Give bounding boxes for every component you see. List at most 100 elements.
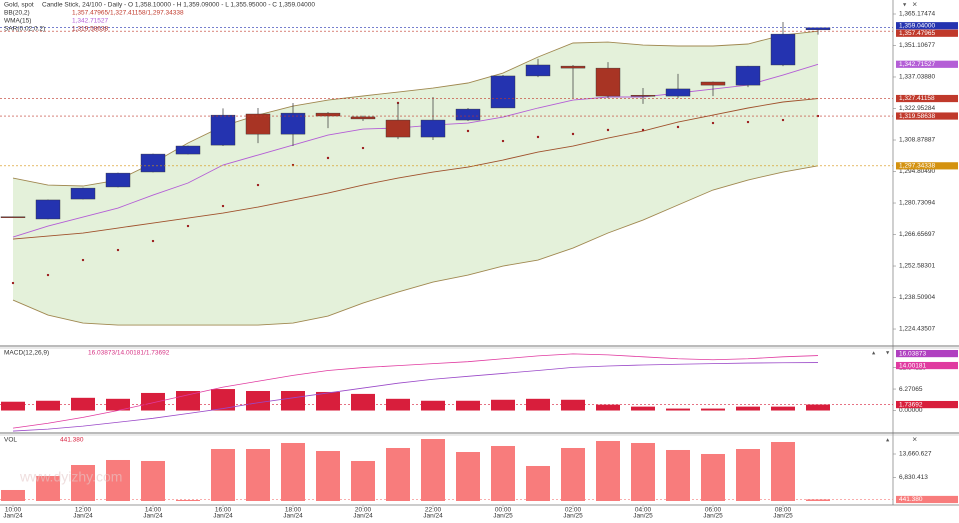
volume-bar xyxy=(456,451,480,501)
sar-dot xyxy=(186,224,190,228)
sar-dot xyxy=(641,128,645,132)
x-tick-label: 06:00 xyxy=(705,507,722,514)
value-box xyxy=(896,29,958,37)
candle-body xyxy=(105,172,131,188)
panel-control[interactable]: ▴ xyxy=(886,437,890,444)
x-tick-label: 04:00 xyxy=(635,507,652,514)
band-line xyxy=(12,98,819,240)
sar-dot xyxy=(536,135,540,139)
volume-bar xyxy=(1,489,25,501)
value-label: 1.73692 xyxy=(899,401,923,408)
candle-body xyxy=(35,199,61,220)
sar-dot xyxy=(326,156,330,160)
volume-bar xyxy=(736,448,760,501)
volume-bar xyxy=(106,459,130,501)
sar-dot xyxy=(151,239,155,243)
macd-bar xyxy=(666,408,690,411)
value-label: 1,359.04000 xyxy=(899,22,936,29)
value-label: 1,327.41158 xyxy=(899,95,935,102)
y-tick-label: 13,660.627 xyxy=(899,451,932,458)
x-tick-date: Jan/25 xyxy=(563,513,583,518)
band-line xyxy=(12,165,819,326)
macd-bar xyxy=(421,400,445,411)
volume-bar xyxy=(176,499,200,501)
volume-bar xyxy=(631,442,655,501)
x-tick-label: 10:00 xyxy=(5,507,22,514)
sar-dot xyxy=(81,258,85,262)
plot-area xyxy=(0,22,893,501)
x-tick-date: Jan/24 xyxy=(3,513,23,518)
x-tick-date: Jan/24 xyxy=(73,513,93,518)
value-box xyxy=(896,400,958,409)
value-box xyxy=(896,361,958,370)
candle-body xyxy=(245,113,271,135)
panel-control[interactable]: ▾ xyxy=(903,2,907,9)
sar-dot xyxy=(501,139,505,143)
value-label: 1,297.34338 xyxy=(899,163,936,170)
volume-bar xyxy=(666,449,690,501)
volume-bar xyxy=(141,460,165,501)
labels: Gold, spot Candle Stick, 24/100 - Daily … xyxy=(3,2,958,520)
macd-bar xyxy=(141,392,165,411)
value-box xyxy=(896,112,958,120)
x-tick-date: Jan/24 xyxy=(283,513,303,518)
macd-bar xyxy=(246,390,270,411)
volume-bar xyxy=(386,447,410,501)
volume-bar xyxy=(701,453,725,501)
sar-dot xyxy=(116,248,120,252)
legend-value: 16.03873/14.00181/1.73692 xyxy=(88,350,170,357)
volume-bar xyxy=(421,438,445,501)
value-label: 441.380 xyxy=(899,496,923,503)
candle-body xyxy=(280,112,306,135)
y-tick-label: 1,224.43507 xyxy=(899,326,936,333)
candle-body xyxy=(525,64,551,77)
macd-bar xyxy=(211,389,235,411)
x-tick-date: Jan/25 xyxy=(633,513,653,518)
legend-value: 1,342.71527 xyxy=(72,18,109,25)
sar-dot xyxy=(46,273,50,277)
macd-bar xyxy=(631,406,655,411)
sar-dot xyxy=(571,132,575,136)
volume-bar xyxy=(806,499,830,501)
y-tick-label: 1,280.73094 xyxy=(899,200,936,207)
panel-control[interactable]: ▴ xyxy=(872,350,876,357)
legend-value: 1,357.47965/1,327.41158/1,297.34338 xyxy=(72,10,184,17)
volume-bar xyxy=(561,447,585,501)
x-tick-label: 20:00 xyxy=(355,507,372,514)
volume-bar xyxy=(211,448,235,501)
volume-bar xyxy=(596,440,620,501)
legend-label: SAR(0.02,0.2) xyxy=(4,26,45,33)
candle-body xyxy=(700,81,726,86)
y-tick-label: 1,252.58301 xyxy=(899,263,936,270)
x-tick-label: 02:00 xyxy=(565,507,582,514)
x-tick-date: Jan/25 xyxy=(773,513,793,518)
panel-control[interactable]: ✕ xyxy=(912,437,917,444)
panel-control[interactable]: ✕ xyxy=(912,2,917,9)
y-tick-label: 1,337.03880 xyxy=(899,74,936,81)
sar-dot xyxy=(781,118,785,122)
macd-bar xyxy=(351,393,375,411)
candle-body xyxy=(0,216,26,218)
volume-bar xyxy=(316,450,340,501)
band-fill xyxy=(13,31,818,326)
y-tick-label: 6,830.413 xyxy=(899,474,928,481)
value-box xyxy=(896,94,958,103)
y-tick-label: 1,294.80490 xyxy=(899,168,936,175)
x-tick-date: Jan/25 xyxy=(703,513,723,518)
candle-body xyxy=(630,94,656,97)
y-tick-label: 1,365.17474 xyxy=(899,11,936,18)
legend-value: 1,319.58638 xyxy=(72,26,109,33)
macd-bar xyxy=(596,404,620,411)
candle-body xyxy=(455,108,481,121)
value-box xyxy=(896,349,958,358)
macd-bar xyxy=(281,390,305,411)
sar-dot xyxy=(711,121,715,125)
volume-bar xyxy=(36,475,60,501)
candle-body xyxy=(665,88,691,97)
legend-value: 441.380 xyxy=(60,437,84,444)
macd-line xyxy=(12,362,819,432)
candle-body xyxy=(385,119,411,138)
panel-control[interactable]: ▾ xyxy=(886,350,890,357)
